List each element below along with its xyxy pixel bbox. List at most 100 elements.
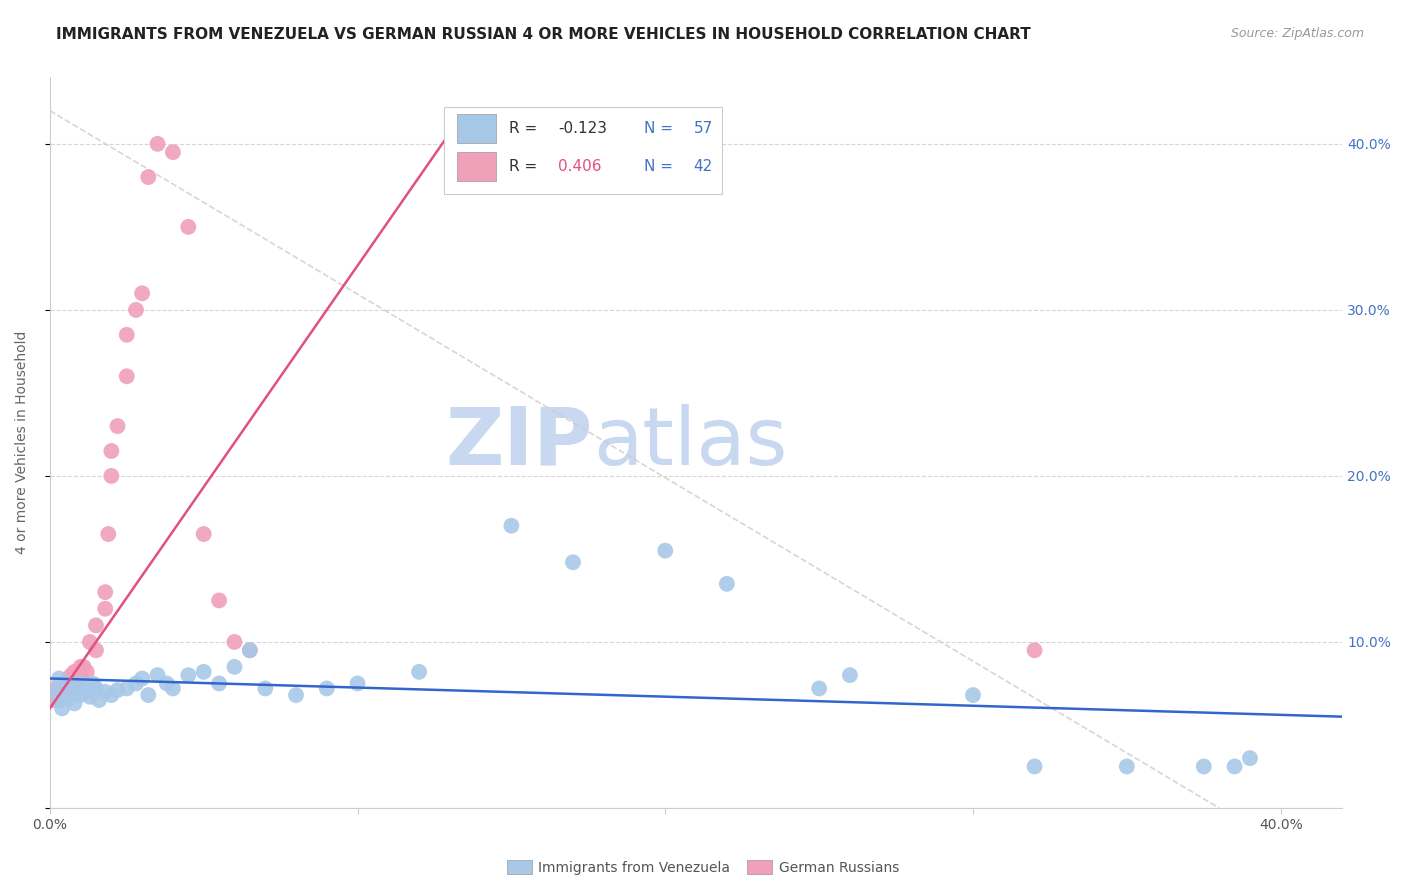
Point: [45, 681, 67, 696]
Point: [69, 688, 91, 702]
Point: [63, 672, 86, 686]
Point: [208, 676, 231, 690]
Point: [82, 676, 104, 690]
Point: [69, 676, 91, 690]
Point: [962, 688, 984, 702]
Point: [136, 169, 159, 184]
Point: [45, 688, 67, 702]
Point: [45, 685, 67, 699]
Point: [654, 543, 676, 558]
Point: [156, 676, 179, 690]
Point: [58, 683, 80, 698]
Text: 42: 42: [693, 159, 713, 174]
Point: [97, 527, 120, 541]
Point: [107, 683, 129, 698]
Point: [79, 690, 101, 704]
Point: [84, 618, 107, 632]
Y-axis label: 4 or more Vehicles in Household: 4 or more Vehicles in Household: [15, 331, 30, 555]
Point: [69, 660, 91, 674]
Point: [716, 577, 738, 591]
Point: [100, 444, 122, 458]
Point: [53, 676, 76, 690]
Point: [76, 685, 98, 699]
Point: [51, 681, 73, 696]
Point: [51, 681, 73, 696]
Point: [146, 136, 169, 151]
Point: [1115, 759, 1137, 773]
Point: [63, 680, 86, 694]
Point: [193, 527, 215, 541]
Point: [94, 685, 117, 699]
Point: [408, 665, 430, 679]
Point: [285, 688, 308, 702]
Point: [42, 693, 65, 707]
Point: [60, 681, 83, 696]
Text: 57: 57: [693, 121, 713, 136]
Text: N =: N =: [644, 121, 678, 136]
FancyBboxPatch shape: [444, 107, 721, 194]
Text: -0.123: -0.123: [558, 121, 607, 136]
Point: [125, 676, 148, 690]
Point: [131, 286, 153, 301]
Point: [1024, 643, 1046, 657]
FancyBboxPatch shape: [457, 152, 496, 181]
Point: [84, 643, 107, 657]
Point: [66, 676, 89, 690]
Point: [76, 665, 98, 679]
Point: [58, 676, 80, 690]
Point: [48, 685, 70, 699]
FancyBboxPatch shape: [457, 114, 496, 144]
Point: [501, 518, 523, 533]
Point: [254, 681, 277, 696]
Point: [100, 688, 122, 702]
Point: [60, 668, 83, 682]
Point: [1192, 759, 1215, 773]
Point: [73, 681, 96, 696]
Point: [51, 701, 73, 715]
Point: [48, 672, 70, 686]
Point: [60, 678, 83, 692]
Point: [53, 688, 76, 702]
Point: [208, 593, 231, 607]
Point: [58, 672, 80, 686]
Point: [224, 635, 246, 649]
Text: IMMIGRANTS FROM VENEZUELA VS GERMAN RUSSIAN 4 OR MORE VEHICLES IN HOUSEHOLD CORR: IMMIGRANTS FROM VENEZUELA VS GERMAN RUSS…: [56, 27, 1031, 42]
Point: [146, 668, 169, 682]
Point: [115, 327, 138, 342]
Point: [125, 302, 148, 317]
Point: [66, 685, 89, 699]
Text: 0.406: 0.406: [558, 159, 602, 174]
Point: [79, 635, 101, 649]
Point: [239, 643, 262, 657]
Point: [177, 668, 200, 682]
Point: [131, 672, 153, 686]
Point: [58, 691, 80, 706]
Point: [346, 676, 368, 690]
Legend: Immigrants from Venezuela, German Russians: Immigrants from Venezuela, German Russia…: [501, 855, 905, 880]
Point: [136, 688, 159, 702]
Point: [1239, 751, 1261, 765]
Text: Source: ZipAtlas.com: Source: ZipAtlas.com: [1230, 27, 1364, 40]
Point: [60, 686, 83, 700]
Point: [51, 688, 73, 702]
Point: [73, 660, 96, 674]
Point: [69, 668, 91, 682]
Point: [224, 660, 246, 674]
Point: [838, 668, 860, 682]
Point: [177, 219, 200, 234]
Text: atlas: atlas: [593, 404, 787, 482]
Point: [1223, 759, 1246, 773]
Point: [63, 665, 86, 679]
Point: [107, 419, 129, 434]
Point: [87, 693, 110, 707]
Point: [84, 681, 107, 696]
Point: [162, 145, 184, 160]
Text: ZIP: ZIP: [446, 404, 593, 482]
Point: [48, 693, 70, 707]
Point: [48, 693, 70, 707]
Point: [115, 681, 138, 696]
Point: [193, 665, 215, 679]
Point: [53, 685, 76, 699]
Point: [94, 601, 117, 615]
Point: [63, 697, 86, 711]
